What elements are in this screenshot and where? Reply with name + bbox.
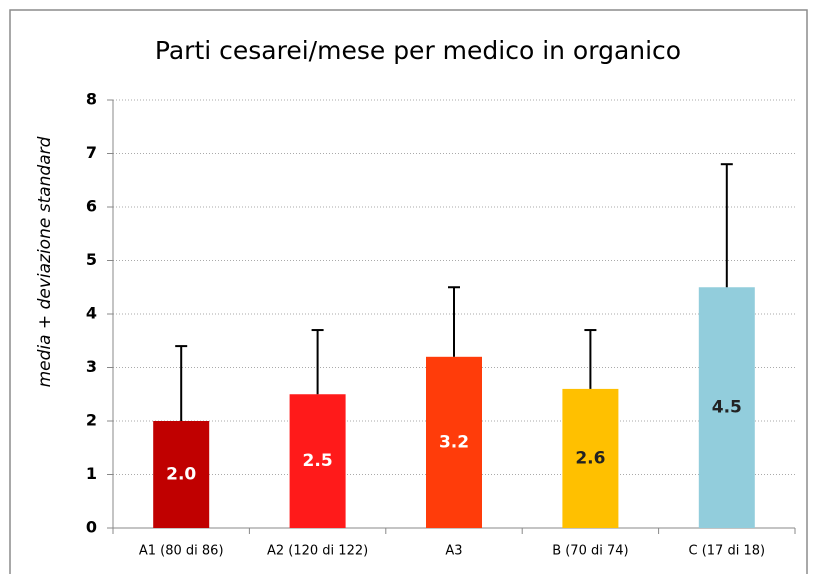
y-tick-label: 2	[86, 411, 97, 430]
bar	[698, 287, 755, 528]
x-tick-label: A1 (80 di 86)	[139, 544, 224, 559]
y-tick-label: 8	[86, 90, 97, 109]
y-tick-label: 3	[86, 357, 97, 376]
chart-title: Parti cesarei/mese per medico in organic…	[155, 36, 681, 65]
frame	[9, 9, 808, 574]
y-tick-label: 1	[86, 464, 97, 483]
value-label: 2.5	[303, 451, 333, 471]
y-tick-label: 6	[86, 197, 97, 216]
bar	[153, 421, 210, 528]
x-tick-label: A3	[445, 544, 462, 559]
y-axis-label: media + deviazione standard	[35, 136, 55, 387]
value-label: 4.5	[712, 398, 742, 418]
x-tick-label: B (70 di 74)	[552, 544, 628, 559]
value-label: 2.6	[575, 448, 605, 468]
bar	[289, 394, 346, 528]
x-tick-label: C (17 di 18)	[689, 544, 766, 559]
y-tick-label: 7	[86, 143, 97, 162]
value-label: 2.0	[166, 465, 196, 485]
y-tick-label: 4	[86, 304, 97, 323]
value-label: 3.2	[439, 432, 469, 452]
bar	[426, 356, 482, 528]
bar	[562, 388, 619, 528]
y-tick-label: 0	[86, 518, 97, 537]
y-tick-label: 5	[86, 250, 97, 269]
x-tick-label: A2 (120 di 122)	[267, 544, 368, 559]
